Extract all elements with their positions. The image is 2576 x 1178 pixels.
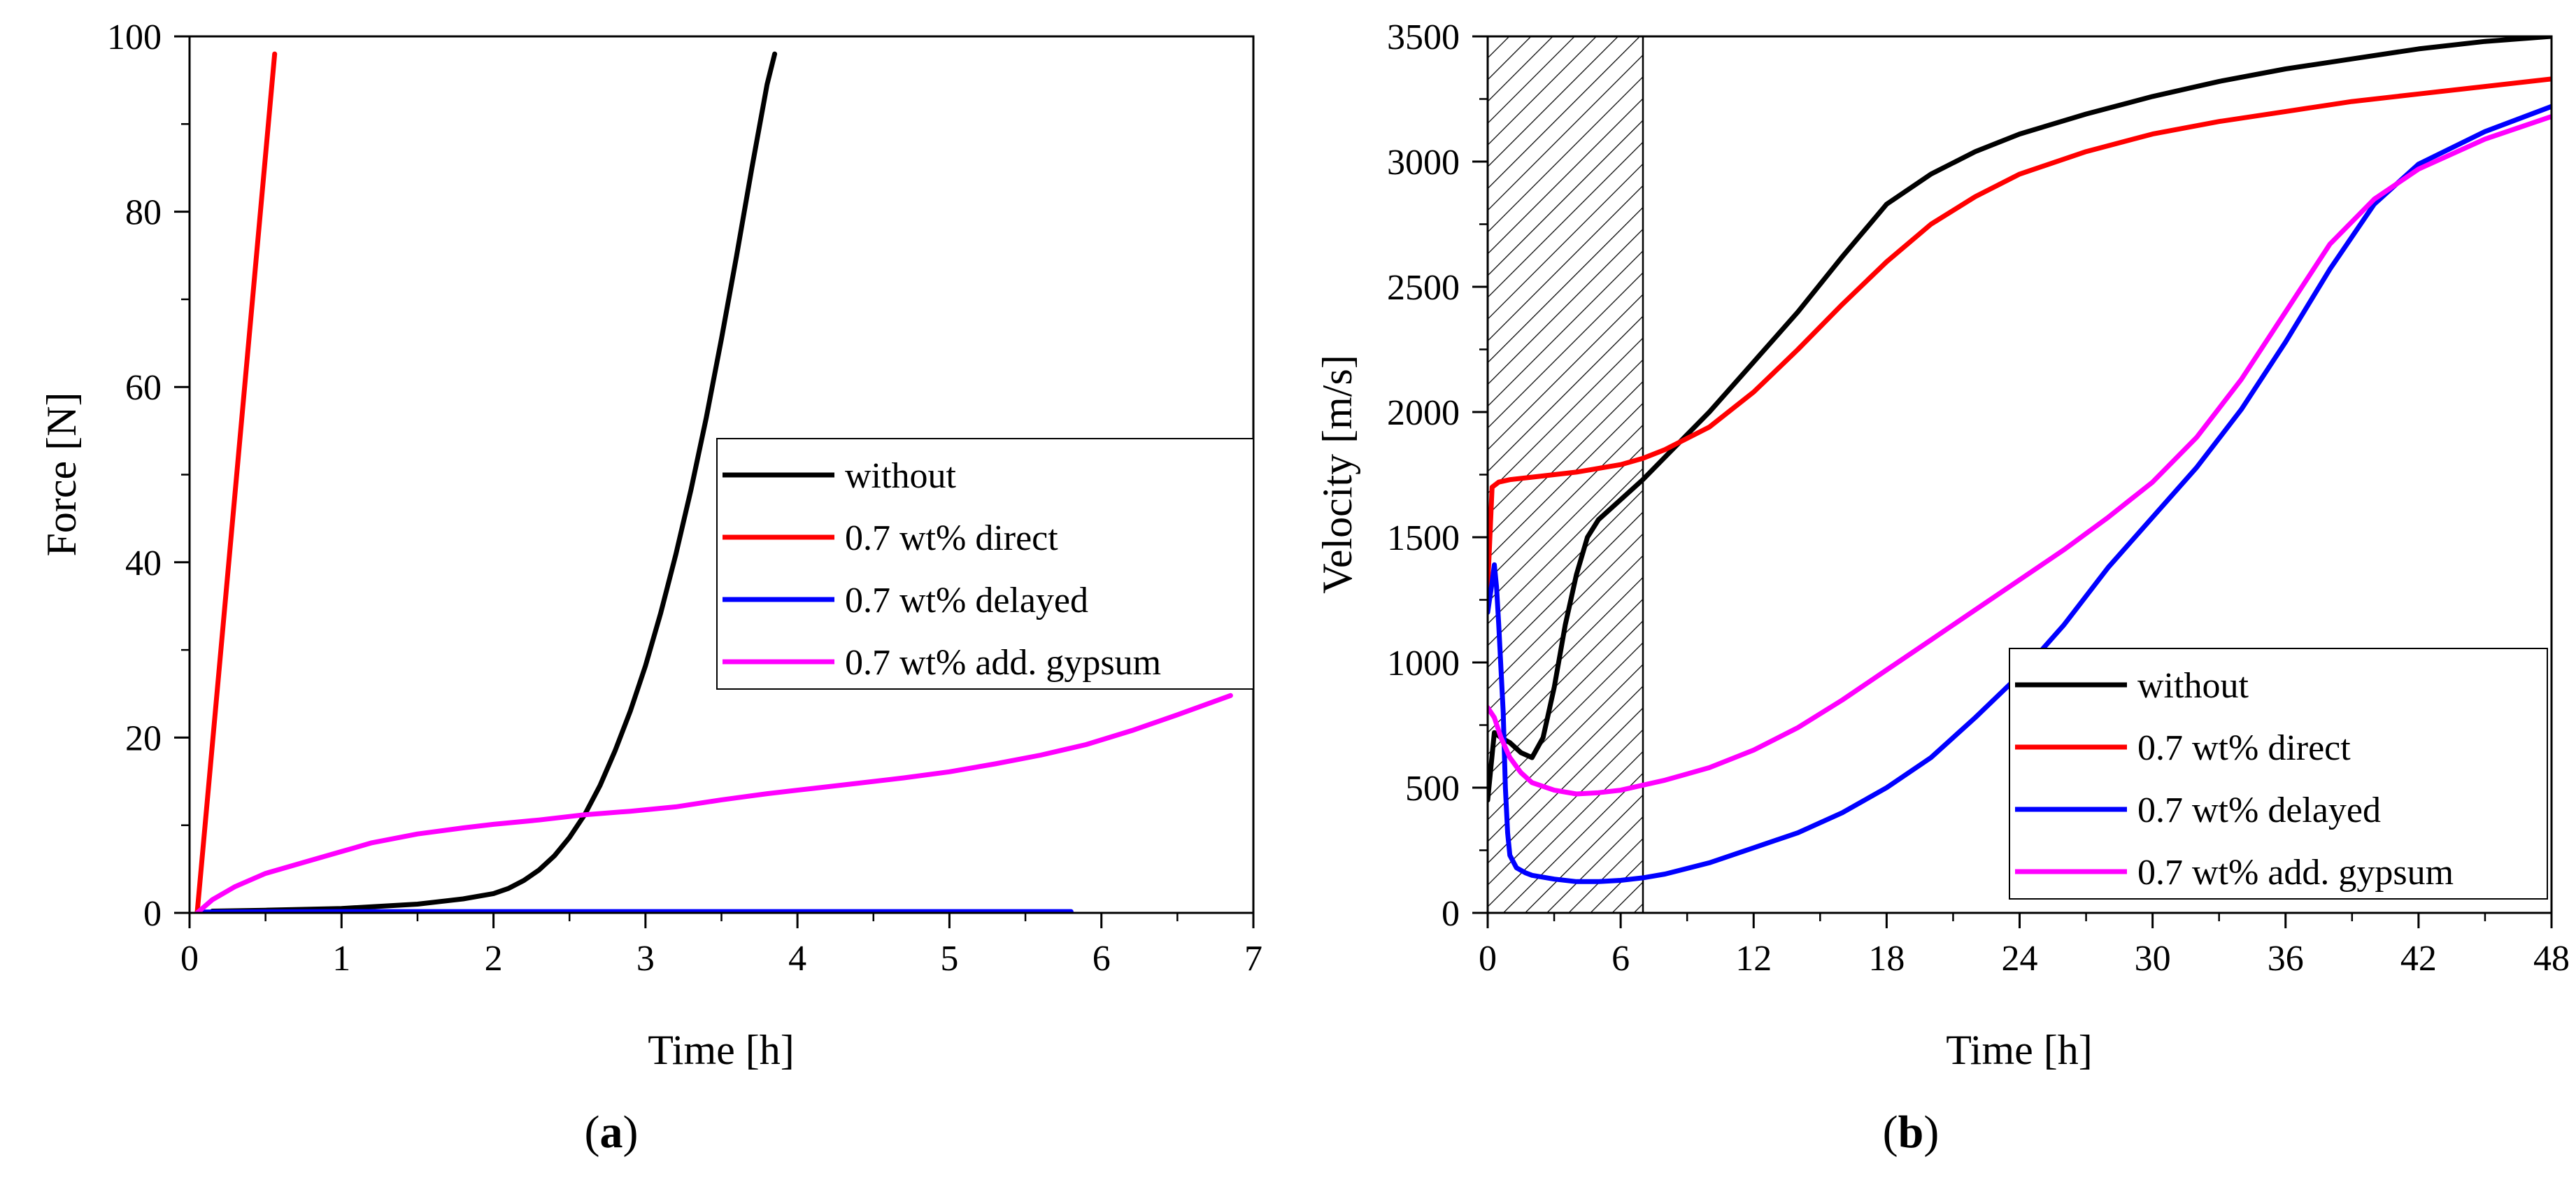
chart-a-x-tick-label: 1 (332, 939, 350, 979)
chart-b-x-tick-label: 48 (2533, 939, 2570, 979)
chart-a-x-tick-label: 0 (180, 939, 199, 979)
chart-b-legend: without 0.7 wt% direct 0.7 wt% delayed 0.7 … (2009, 648, 2548, 900)
chart-b-panel-label: (b) (1883, 1107, 1940, 1158)
chart-b-y-tick-label: 1000 (1387, 644, 1460, 683)
chart-b-x-tick-label: 24 (2002, 939, 2038, 979)
chart-a-legend: without 0.7 wt% direct 0.7 wt% delayed 0.7 … (716, 438, 1254, 690)
chart-b-x-tick-label: 6 (1611, 939, 1630, 979)
chart-a-tick-labels: 0 1 2 3 4 5 6 7 0 20 40 60 80 100 (107, 17, 1262, 979)
chart-a-series-without (210, 51, 778, 913)
chart-a-x-tick-label: 2 (485, 939, 503, 979)
chart-a-y-tick-label: 80 (125, 193, 162, 233)
chart-a-y-tick-label: 20 (125, 718, 162, 758)
chart-b-x-axis-title: Time [h] (1946, 1027, 2092, 1073)
chart-a-panel-letter: a (600, 1107, 623, 1158)
chart-b-x-tick-label: 18 (1868, 939, 1905, 979)
chart-b-x-tick-label: 36 (2268, 939, 2304, 979)
chart-b-legend-label: without (2137, 666, 2249, 706)
chart-a-y-tick-label: 0 (143, 894, 162, 934)
chart-b-series-0-7-wt-direct (1488, 76, 2552, 590)
chart-b-series-0-7-wt-delayed (1488, 104, 2552, 884)
chart-b-y-tick-label: 500 (1405, 769, 1460, 809)
chart-b-y-tick-label: 2000 (1387, 393, 1460, 433)
chart-a-series-0-7-wt-delayed (202, 909, 1074, 913)
chart-b-series-0-7-wt-add-gypsum (1488, 114, 2552, 797)
chart-a-panel-label: (a) (585, 1107, 639, 1158)
chart-b-ticks (1472, 35, 2553, 928)
chart-a-lines (194, 51, 1233, 913)
chart-b-series-without (1488, 36, 2552, 803)
chart-a-x-tick-label: 7 (1244, 939, 1262, 979)
chart-a-series-0-7-wt-add-gypsum (194, 693, 1233, 913)
chart-a-y-tick-label: 100 (107, 17, 162, 57)
chart-b-y-tick-label: 3000 (1387, 143, 1460, 183)
chart-a-legend-box (716, 438, 1254, 690)
chart-b-x-tick-label: 12 (1735, 939, 1772, 979)
chart-b-x-tick-label: 42 (2400, 939, 2437, 979)
chart-b-legend-box (2009, 648, 2548, 900)
chart-a-y-axis-title: Force [N] (38, 392, 85, 557)
chart-a-x-tick-label: 4 (788, 939, 806, 979)
chart-b-plot-frame (1486, 35, 2553, 914)
chart-a-legend-label: 0.7 wt% delayed (845, 581, 1088, 620)
chart-a-x-tick-label: 3 (636, 939, 655, 979)
chart-b-y-tick-label: 0 (1442, 894, 1460, 934)
chart-a-x-axis-title: Time [h] (648, 1027, 794, 1073)
chart-b-legend-label: 0.7 wt% direct (2137, 728, 2351, 768)
chart-b-y-tick-label: 3500 (1387, 17, 1460, 57)
chart-a-legend-label: 0.7 wt% direct (845, 518, 1058, 558)
chart-a-x-tick-label: 5 (940, 939, 958, 979)
chart-a-legend-label: 0.7 wt% add. gypsum (845, 643, 1161, 683)
chart-b-lines (1488, 36, 2552, 884)
chart-b-y-tick-label: 2500 (1387, 268, 1460, 308)
chart-b-y-tick-label: 1500 (1387, 518, 1460, 558)
chart-b-legend-label: 0.7 wt% delayed (2137, 790, 2381, 830)
chart-a-y-tick-label: 40 (125, 544, 162, 583)
chart-panel-b: 0 6 12 18 24 30 36 42 48 0 500 1000 1500 2000 2500 3000… (1314, 17, 2570, 1158)
chart-b-y-axis-title: Velocity [m/s] (1314, 355, 1360, 594)
chart-b-tick-labels: 0 6 12 18 24 30 36 42 48 0 500 1000 1500 2000 2500 3000… (1387, 17, 2570, 979)
chart-b-legend-label: 0.7 wt% add. gypsum (2137, 853, 2454, 893)
chart-a-series-0-7-wt-direct (194, 51, 278, 913)
chart-b-panel-letter: b (1898, 1107, 1924, 1158)
chart-a-legend-label: without (845, 456, 956, 496)
chart-a-ticks (174, 35, 1255, 928)
chart-b-x-tick-label: 0 (1479, 939, 1497, 979)
chart-a-y-tick-label: 60 (125, 368, 162, 408)
chart-b-x-tick-label: 30 (2135, 939, 2171, 979)
chart-a-x-tick-label: 6 (1093, 939, 1111, 979)
